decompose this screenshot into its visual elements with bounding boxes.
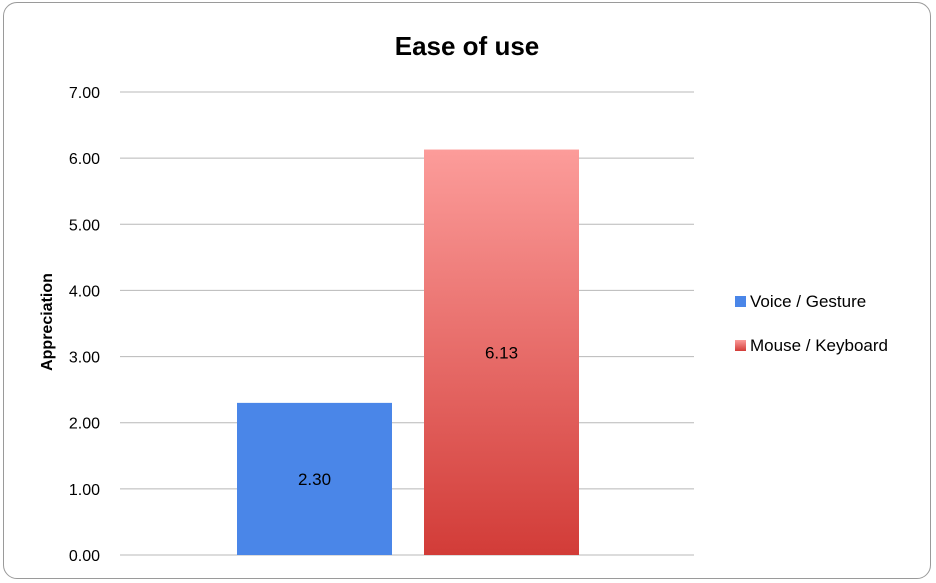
- y-tick-label: 7.00: [69, 85, 100, 102]
- legend-label: Voice / Gesture: [750, 292, 866, 311]
- y-axis-label: Appreciation: [39, 273, 56, 371]
- bars: [237, 149, 579, 555]
- bar-voice-gesture: [237, 402, 392, 555]
- legend-label: Mouse / Keyboard: [750, 336, 888, 355]
- legend-swatch: [735, 340, 746, 351]
- legend: Voice / Gesture Mouse / Keyboard: [735, 292, 888, 355]
- y-tick-label: 4.00: [69, 283, 100, 300]
- data-label: 2.30: [298, 470, 331, 489]
- y-tick-label: 2.00: [69, 416, 100, 433]
- y-tick-label: 0.00: [69, 548, 100, 565]
- chart-title: Ease of use: [395, 31, 540, 61]
- legend-swatch: [735, 296, 746, 307]
- y-tick-label: 5.00: [69, 217, 100, 234]
- y-tick-label: 6.00: [69, 151, 100, 168]
- data-label: 6.13: [485, 343, 518, 362]
- bar-mouse-keyboard: [424, 149, 579, 555]
- y-tick-label: 1.00: [69, 482, 100, 499]
- data-labels: 2.30 6.13: [298, 343, 518, 489]
- y-axis-ticks: 0.00 1.00 2.00 3.00 4.00 5.00 6.00 7.00: [69, 85, 100, 565]
- y-tick-label: 3.00: [69, 350, 100, 367]
- gridlines: [120, 91, 694, 556]
